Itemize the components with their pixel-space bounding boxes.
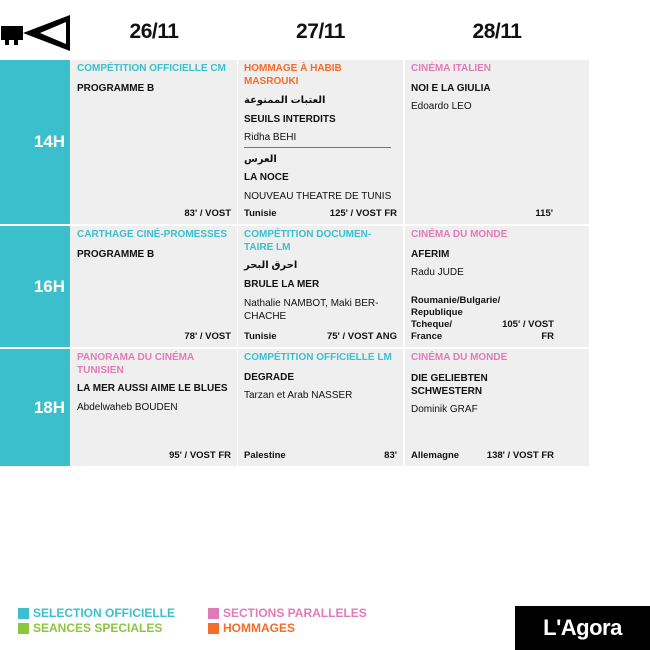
category-line: TUNISIEN bbox=[77, 364, 124, 376]
duration-language: 83' bbox=[384, 450, 397, 461]
director-name: Abdelwaheb BOUDEN bbox=[77, 401, 178, 413]
venue-label: L'Agora bbox=[515, 606, 650, 650]
category-label: CARTHAGE CINÉ-PROMESSES bbox=[77, 229, 228, 240]
country-line: France bbox=[411, 331, 443, 342]
time-label: 18H bbox=[33, 397, 65, 417]
date-header-2: 27/11 bbox=[296, 20, 345, 43]
director-line: Nathalie NAMBOT, Maki BER- bbox=[244, 298, 379, 309]
legend-swatch bbox=[18, 622, 29, 634]
time-label: 14H bbox=[33, 132, 65, 151]
screening-cell[interactable]: CINÉMA ITALIEN NOI E LA GIULIA Edoardo L… bbox=[405, 60, 589, 224]
film-title: DEGRADE bbox=[244, 371, 295, 383]
projector-icon bbox=[1, 15, 70, 51]
legend-swatch bbox=[208, 622, 219, 634]
time-slot-16h: 16H bbox=[0, 226, 70, 347]
venue-name: L'Agora bbox=[543, 615, 622, 640]
time-slot-18h: 18H bbox=[0, 349, 70, 466]
country: Palestine bbox=[244, 450, 286, 461]
divider bbox=[244, 146, 391, 148]
director-name: Ridha BEHI bbox=[244, 132, 297, 143]
film-title: PROGRAMME B bbox=[77, 82, 155, 94]
screening-cell[interactable]: HOMMAGE À HABIB MASROUKI العتبات الممنوع… bbox=[238, 60, 403, 224]
legend-label: SEANCES SPECIALES bbox=[33, 621, 163, 635]
film-title: DIE GELIEBTEN SCHWESTERN bbox=[411, 372, 583, 398]
film-title: NOI E LA GIULIA bbox=[411, 82, 491, 94]
duration-language: 115' bbox=[535, 208, 553, 219]
director-line: CHACHE bbox=[244, 311, 287, 322]
screening-cell[interactable]: PANORAMA DU CINÉMA TUNISIEN LA MER AUSSI… bbox=[71, 349, 237, 466]
legend-item-seances-speciales: SEANCES SPECIALES bbox=[18, 621, 162, 635]
date-header-1: 26/11 bbox=[129, 20, 179, 43]
director-name: Tarzan et Arab NASSER bbox=[244, 390, 353, 401]
screening-cell[interactable]: CARTHAGE CINÉ-PROMESSES PROGRAMME B 78' … bbox=[71, 226, 237, 347]
date-header-3: 28/11 bbox=[472, 20, 522, 43]
country-line: Roumanie/Bulgarie/ bbox=[411, 295, 501, 306]
category-label: CINÉMA ITALIEN bbox=[411, 63, 491, 74]
category-label: PANORAMA DU CINÉMA TUNISIEN bbox=[77, 352, 231, 377]
legend-label: SECTIONS PARALLELES bbox=[223, 606, 367, 620]
duration-language: 78' / VOST bbox=[184, 331, 231, 342]
time-label: 16H bbox=[33, 276, 65, 296]
time-slot-14h: 14H bbox=[0, 60, 70, 224]
legend-swatch bbox=[208, 607, 219, 619]
country-line: Republique Tcheque/ bbox=[411, 307, 463, 330]
director-name: Nathalie NAMBOT, Maki BER- CHACHE bbox=[244, 297, 397, 323]
legend-item-hommages: HOMMAGES bbox=[208, 621, 295, 635]
duration-language: 75' / VOST ANG bbox=[326, 331, 397, 342]
legend-item-sections-paralleles: SECTIONS PARALLELES bbox=[208, 606, 367, 620]
country: Allemagne bbox=[411, 450, 460, 461]
duration-language: 95' / VOST FR bbox=[169, 450, 231, 461]
duration-language: 138' / VOST FR bbox=[486, 450, 554, 461]
legend-swatch bbox=[18, 607, 29, 619]
category-label: COMPÉTITION OFFICIELLE CM bbox=[77, 63, 226, 74]
screening-cell[interactable]: COMPÉTITION DOCUMEN- TAIRE LM احرق البحر… bbox=[238, 226, 403, 347]
category-line: TAIRE LM bbox=[244, 241, 291, 253]
film-title: LA NOCE bbox=[244, 172, 289, 183]
screening-cell[interactable]: CINÉMA DU MONDE DIE GELIEBTEN SCHWESTERN… bbox=[405, 349, 589, 466]
category-label: CINÉMA DU MONDE bbox=[411, 229, 508, 240]
legend-label: SELECTION OFFICIELLE bbox=[33, 606, 176, 620]
duration-language: 105' / VOST FR bbox=[502, 319, 554, 342]
legend-item-selection-officielle: SELECTION OFFICIELLE bbox=[18, 606, 175, 620]
film-title-line: SCHWESTERN bbox=[411, 385, 483, 397]
director-name: Radu JUDE bbox=[411, 267, 464, 278]
film-title: AFERIM bbox=[411, 248, 450, 260]
category-label: COMPÉTITION DOCUMEN- TAIRE LM bbox=[244, 229, 397, 254]
film-title-line: DIE GELIEBTEN bbox=[411, 372, 488, 384]
film-title: LA MER AUSSI AIME LE BLUES bbox=[77, 383, 228, 394]
arabic-title: العرس bbox=[244, 153, 277, 165]
arabic-title: احرق البحر bbox=[244, 260, 298, 271]
film-title: PROGRAMME B bbox=[77, 248, 155, 260]
country: Roumanie/Bulgarie/ Republique Tcheque/ F… bbox=[411, 295, 500, 343]
screening-cell[interactable]: CINÉMA DU MONDE AFERIM Radu JUDE Roumani… bbox=[405, 226, 589, 347]
director-name: Dominik GRAF bbox=[411, 403, 478, 415]
duration-language: 83' / VOST bbox=[184, 208, 231, 219]
screening-cell[interactable]: COMPÉTITION OFFICIELLE CM PROGRAMME B 83… bbox=[71, 60, 237, 224]
arabic-title: العتبات الممنوعة bbox=[244, 95, 326, 106]
category-line: PANORAMA DU CINÉMA bbox=[77, 352, 195, 363]
country: Tunisie bbox=[244, 331, 277, 342]
film-title: BRULE LA MER bbox=[244, 278, 320, 290]
director-name: Edoardo LEO bbox=[411, 101, 472, 112]
film-title: SEUILS INTERDITS bbox=[244, 113, 336, 125]
duration-language: 125' / VOST FR bbox=[329, 208, 397, 219]
country: Tunisie bbox=[244, 208, 277, 219]
category-label: HOMMAGE À HABIB MASROUKI bbox=[244, 63, 342, 87]
category-label: COMPÉTITION OFFICIELLE LM bbox=[244, 352, 392, 363]
category-line: COMPÉTITION DOCUMEN- bbox=[244, 229, 372, 240]
legend-label: HOMMAGES bbox=[223, 621, 295, 635]
category-label: CINÉMA DU MONDE bbox=[411, 352, 508, 363]
screening-cell[interactable]: COMPÉTITION OFFICIELLE LM DEGRADE Tarzan… bbox=[238, 349, 403, 466]
film-detail: NOUVEAU THEATRE DE TUNIS bbox=[244, 190, 392, 202]
